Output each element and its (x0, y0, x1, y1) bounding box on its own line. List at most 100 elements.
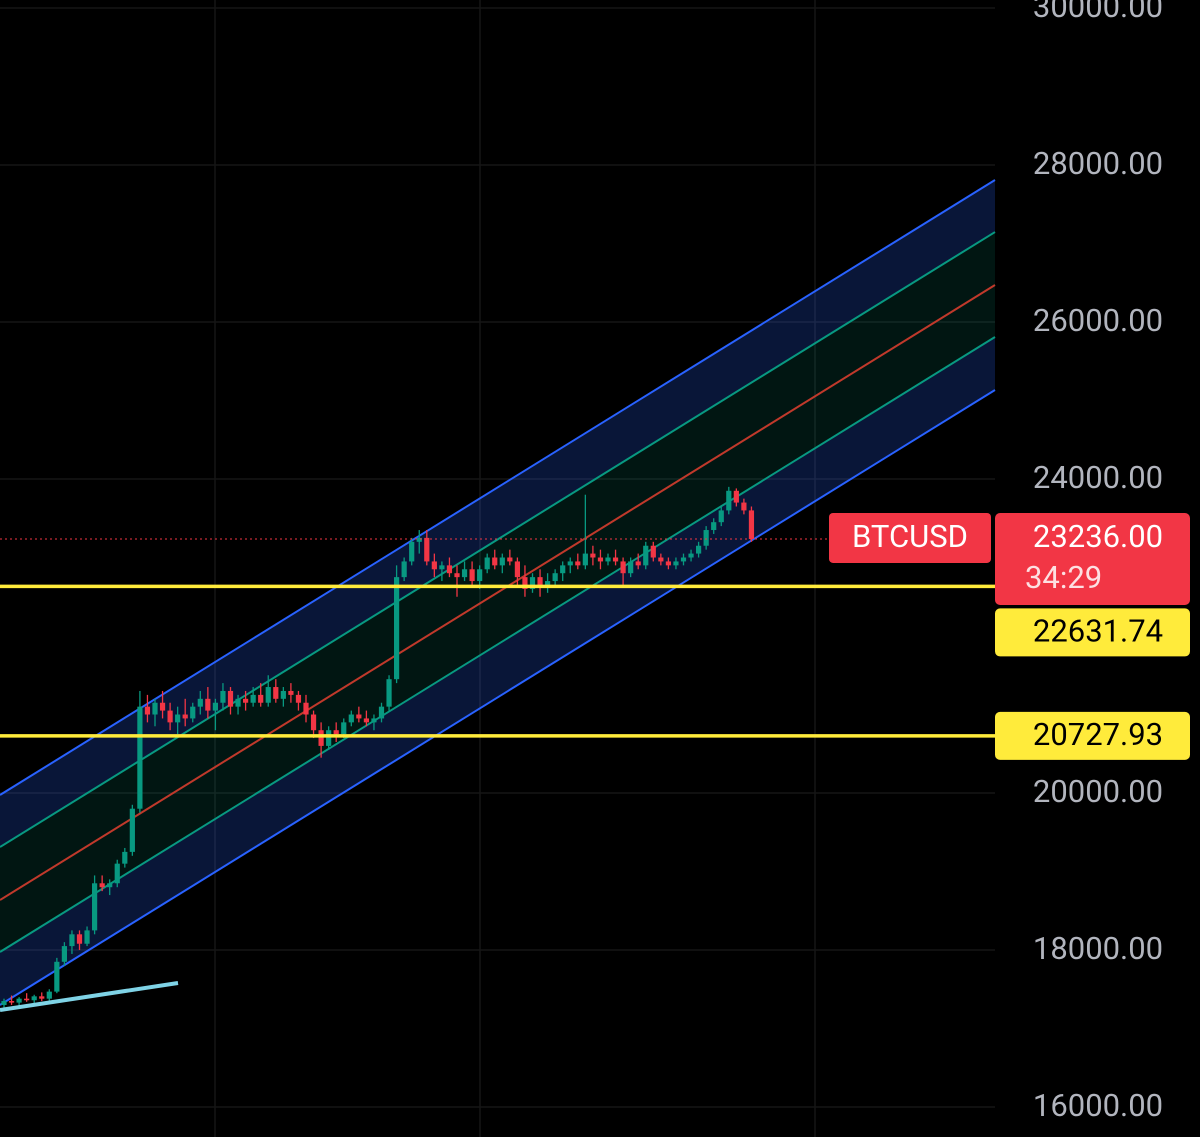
candle-body (703, 530, 709, 546)
overlays (0, 538, 995, 1012)
candle-body (461, 569, 468, 578)
candle-body (484, 557, 490, 570)
candle-body (748, 510, 755, 539)
candle-body (499, 557, 505, 566)
candle-body (492, 557, 498, 566)
y-tick-label: 26000.00 (1033, 302, 1163, 339)
candle-body (129, 808, 135, 852)
candle-body (356, 714, 362, 719)
candle-body (628, 561, 634, 574)
candle-body (439, 565, 445, 570)
channel-line (0, 389, 996, 1006)
candle-body (545, 581, 551, 585)
candle-body (711, 522, 717, 531)
candle-body (122, 851, 128, 864)
candle-body (303, 702, 309, 715)
candle-body (575, 561, 581, 566)
candle-body (605, 557, 611, 562)
candle-body (401, 561, 407, 578)
candle-body (394, 577, 400, 680)
candle-body (265, 687, 271, 703)
candle-body (680, 557, 687, 562)
price-label: 23236.00 (1033, 518, 1163, 555)
countdown-label: 34:29 (1025, 559, 1102, 596)
candle-body (386, 679, 392, 707)
y-tick-label: 16000.00 (1033, 1087, 1163, 1124)
candle-body (205, 698, 211, 711)
candle-body (84, 930, 90, 944)
candle-body (99, 883, 105, 888)
candle-body (643, 545, 649, 566)
candle-body (431, 561, 437, 570)
candle-body (144, 706, 151, 715)
y-tick-label: 30000.00 (1033, 0, 1163, 25)
candle-body (522, 577, 528, 589)
candle-body (348, 714, 354, 723)
grid (0, 7, 995, 1108)
y-tick-label: 24000.00 (1033, 459, 1163, 496)
candle-body (567, 561, 573, 566)
candle-body (235, 698, 241, 707)
candle-body (446, 565, 453, 574)
level-label: 22631.74 (1033, 613, 1163, 650)
candle-body (560, 565, 566, 574)
candle-body (76, 934, 83, 944)
candle-body (726, 490, 732, 511)
candle-body (650, 545, 656, 558)
candle-body (159, 702, 166, 711)
candle-body (718, 510, 724, 523)
y-tick-label: 18000.00 (1033, 930, 1163, 967)
symbol-label: BTCUSD (852, 518, 968, 555)
candle-body (69, 934, 75, 947)
candle-body (597, 557, 604, 562)
symbol-label-box (829, 512, 991, 563)
candle-body (416, 537, 422, 542)
candle-body (182, 714, 188, 719)
price-axis: 16000.00 18000.00 20000.00 24000.00 26000.00… (829, 0, 1190, 1124)
candle-body (552, 573, 558, 582)
candle-body (212, 702, 218, 711)
candle-body (39, 996, 45, 999)
candle-body (341, 722, 347, 735)
candle-body (371, 718, 377, 723)
price-label-box (995, 512, 1190, 605)
candle-body (363, 718, 369, 723)
candle-body (288, 690, 294, 695)
candle-body (612, 557, 619, 562)
level-label: 20727.93 (1033, 716, 1163, 753)
candle-body (8, 1001, 15, 1003)
candle-body (175, 714, 181, 723)
candle-body (310, 714, 317, 731)
candle-body (733, 490, 739, 503)
candle-body (514, 561, 520, 578)
candle-body (31, 996, 37, 1001)
candle-body (673, 561, 679, 566)
candle-body (190, 706, 196, 719)
candle-body (469, 569, 475, 582)
candle-body (152, 702, 158, 715)
candle-body (658, 557, 664, 562)
y-tick-label: 28000.00 (1033, 145, 1163, 182)
level-label-box (995, 711, 1190, 760)
candles (1, 486, 755, 1009)
candle-body (280, 690, 286, 699)
candle-body (54, 961, 60, 992)
candle-body (333, 730, 339, 735)
candle-body (326, 730, 332, 746)
candle-body (167, 710, 173, 723)
candle-body (1, 1001, 7, 1005)
candle-body (688, 553, 694, 558)
candle-body (507, 557, 513, 562)
candle-body (114, 863, 120, 884)
candle-body (137, 706, 143, 809)
candle-body (197, 698, 203, 707)
candle-body (24, 998, 30, 1001)
channel-line (0, 284, 996, 901)
candle-body (696, 545, 702, 554)
candle-body (258, 694, 264, 703)
candle-body (243, 698, 249, 703)
candle-body (620, 561, 626, 574)
y-tick-label: 20000.00 (1033, 773, 1163, 810)
